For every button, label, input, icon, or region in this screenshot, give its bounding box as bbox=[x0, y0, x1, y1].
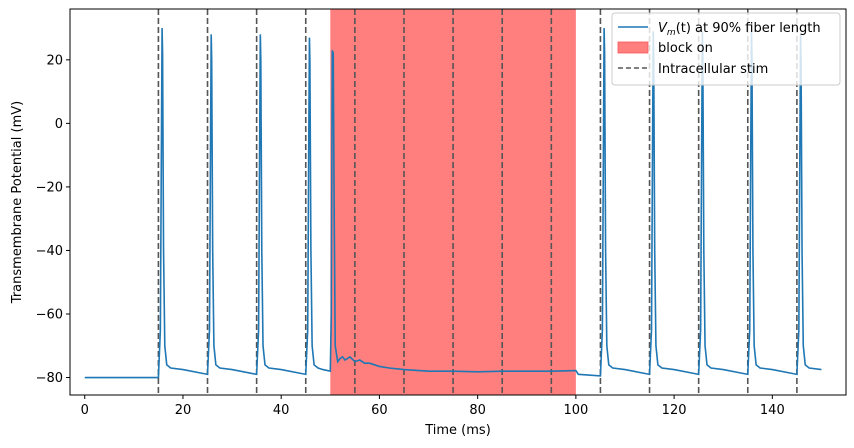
x-tick-label: 100 bbox=[563, 403, 588, 418]
y-tick-label: −60 bbox=[36, 307, 63, 322]
legend-stim-label: Intracellular stim bbox=[658, 62, 768, 77]
y-tick-label: −80 bbox=[36, 371, 63, 386]
x-tick-label: 40 bbox=[273, 403, 290, 418]
axes-frame bbox=[69, 8, 847, 396]
x-tick-label: 120 bbox=[662, 403, 687, 418]
legend-series-label: Vm(t) at 90% fiber length bbox=[658, 21, 821, 38]
x-tick-label: 80 bbox=[469, 403, 486, 418]
x-tick-label: 60 bbox=[371, 403, 388, 418]
x-tick-label: 140 bbox=[760, 403, 785, 418]
y-axis-label: Transmembrane Potential (mV) bbox=[10, 101, 25, 304]
legend-block-label: block on bbox=[658, 41, 713, 56]
y-tick-label: 20 bbox=[46, 53, 63, 68]
legend: Vm(t) at 90% fiber length block on Intra… bbox=[611, 12, 841, 86]
legend-block-swatch bbox=[617, 41, 649, 54]
x-axis: 0 20 40 60 80 100 120 140 bbox=[81, 395, 785, 418]
y-tick-label: 0 bbox=[55, 117, 63, 132]
y-tick-label: −40 bbox=[36, 244, 63, 259]
legend-box bbox=[611, 12, 841, 86]
x-tick-label: 0 bbox=[81, 403, 89, 418]
series-line bbox=[84, 28, 822, 379]
y-tick-label: −20 bbox=[36, 180, 63, 195]
x-axis-label: Time (ms) bbox=[424, 423, 491, 438]
y-axis: −80 −60 −40 −20 0 20 bbox=[36, 53, 70, 386]
x-tick-label: 20 bbox=[175, 403, 192, 418]
